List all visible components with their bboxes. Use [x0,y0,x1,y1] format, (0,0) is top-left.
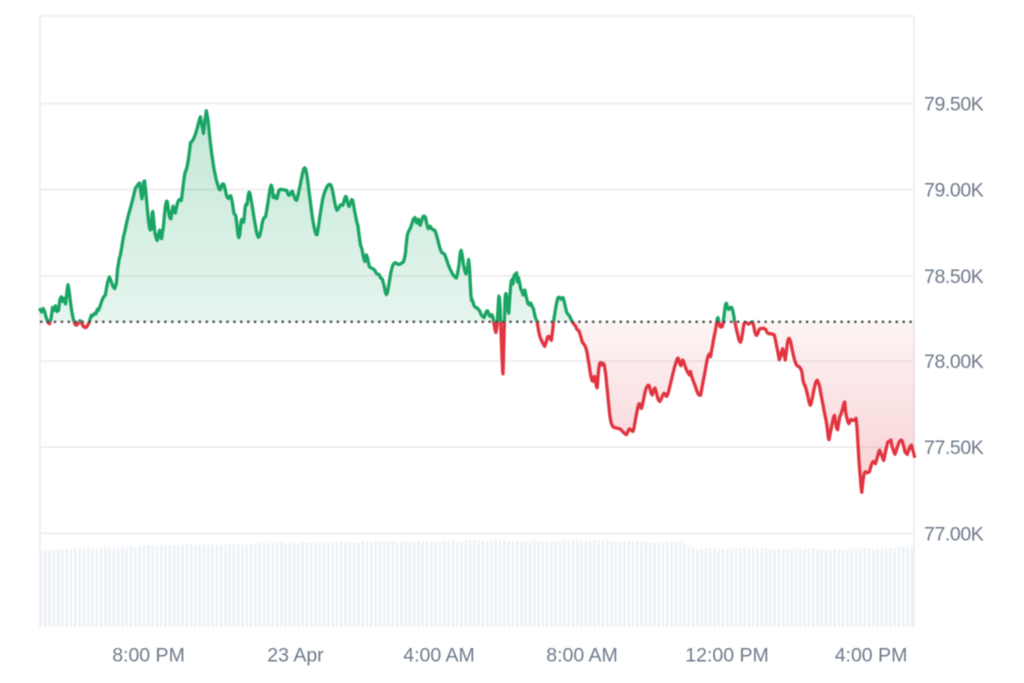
svg-text:23 Apr: 23 Apr [267,645,324,667]
svg-text:78.50K: 78.50K [924,266,984,288]
svg-text:77.00K: 77.00K [924,523,984,545]
svg-text:8:00 PM: 8:00 PM [112,645,185,667]
svg-text:78.00K: 78.00K [924,351,984,373]
svg-text:12:00 PM: 12:00 PM [685,645,768,667]
svg-text:79.50K: 79.50K [924,93,984,115]
svg-text:77.50K: 77.50K [924,437,984,459]
svg-text:4:00 PM: 4:00 PM [835,645,908,667]
svg-text:79.00K: 79.00K [924,180,984,202]
svg-text:4:00 AM: 4:00 AM [403,645,475,667]
svg-text:8:00 AM: 8:00 AM [546,645,618,667]
